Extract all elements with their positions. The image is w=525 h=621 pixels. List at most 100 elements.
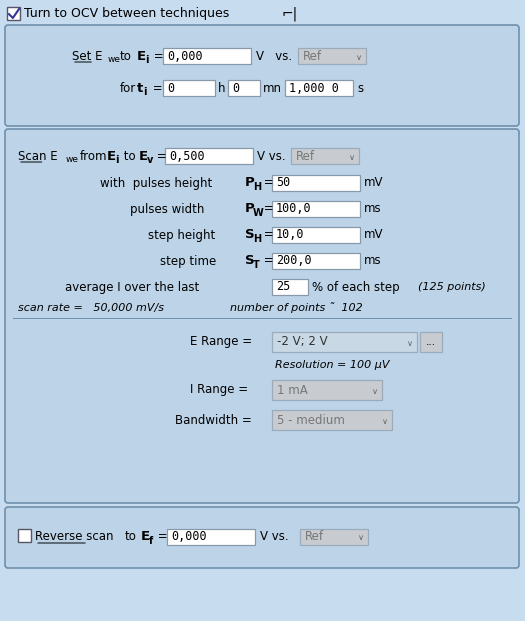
Text: with  pulses height: with pulses height [100,176,212,189]
Text: step time: step time [160,255,216,268]
Text: 0: 0 [232,81,239,94]
Text: 1,000 0: 1,000 0 [289,81,339,94]
Text: S: S [245,255,255,268]
Text: Set E: Set E [72,50,102,63]
Text: ∨: ∨ [382,417,388,425]
Text: E: E [139,150,148,163]
Text: =: = [260,255,274,268]
Bar [165,148,253,164]
Text: 50: 50 [276,176,290,189]
FancyBboxPatch shape [5,129,519,503]
Text: we: we [108,55,121,65]
Text: E: E [137,50,146,63]
Text: S: S [245,229,255,242]
Text: ∨: ∨ [358,533,364,543]
Bar [291,148,359,164]
Bar [228,80,260,96]
Text: 0,000: 0,000 [167,50,203,63]
FancyBboxPatch shape [5,507,519,568]
Text: to: to [120,150,135,163]
Text: step height: step height [148,229,215,242]
Text: to: to [125,530,137,543]
Text: ms: ms [364,202,382,215]
Text: Reverse scan: Reverse scan [35,530,113,543]
FancyBboxPatch shape [5,25,519,126]
Text: i: i [143,87,146,97]
Text: scan rate =   50,000 mV/s: scan rate = 50,000 mV/s [18,303,164,313]
Text: % of each step: % of each step [312,281,400,294]
Text: we: we [66,155,79,165]
Text: H: H [253,234,261,244]
Text: Ref: Ref [305,530,324,543]
Bar [300,529,368,545]
Text: number of points ˜  102: number of points ˜ 102 [230,302,363,314]
Text: V vs.: V vs. [257,150,286,163]
Text: =: = [260,176,274,189]
Bar [167,529,255,545]
Bar [7,7,20,20]
Text: t: t [137,81,143,94]
Bar [272,279,308,295]
Text: V   vs.: V vs. [256,50,292,63]
Text: to: to [120,50,132,63]
Text: mV: mV [364,176,383,189]
Text: Bandwidth =: Bandwidth = [175,414,252,427]
Bar [18,529,31,542]
Bar [163,80,215,96]
Text: =: = [149,81,163,94]
Text: v: v [147,155,153,165]
Text: 25: 25 [276,281,290,294]
Text: 5 - medium: 5 - medium [277,414,345,427]
Bar [272,253,360,269]
Text: mV: mV [364,229,383,242]
Text: =: = [260,229,274,242]
Text: =: = [154,530,167,543]
Text: W: W [253,208,264,218]
Text: ⌐|: ⌐| [282,7,298,21]
Text: from: from [80,150,108,163]
Bar [298,48,366,64]
Text: Scan E: Scan E [18,150,58,163]
Text: 100,0: 100,0 [276,202,312,215]
Text: 0,000: 0,000 [171,530,207,543]
Text: E: E [107,150,116,163]
Text: h: h [218,81,226,94]
Bar [272,175,360,191]
Text: f: f [149,536,153,546]
Text: P: P [245,176,255,189]
Text: 10,0: 10,0 [276,229,304,242]
Text: s: s [357,81,363,94]
Text: H: H [253,182,261,192]
Text: 200,0: 200,0 [276,255,312,268]
Text: -2 V; 2 V: -2 V; 2 V [277,335,328,348]
Text: V vs.: V vs. [260,530,289,543]
Text: ∨: ∨ [407,338,413,348]
Text: Ref: Ref [296,150,315,163]
Text: i: i [145,55,149,65]
Text: ∨: ∨ [372,386,378,396]
Bar [272,201,360,217]
Text: ...: ... [426,337,436,347]
Text: mn: mn [263,81,282,94]
Text: i: i [115,155,119,165]
Text: pulses width: pulses width [130,202,204,215]
Text: ms: ms [364,255,382,268]
Bar [163,48,251,64]
Text: (125 points): (125 points) [418,282,486,292]
Text: E Range =: E Range = [190,335,252,348]
Bar [272,332,417,352]
Text: =: = [260,202,274,215]
Bar [285,80,353,96]
Text: ∨: ∨ [356,53,362,61]
Text: average I over the last: average I over the last [65,281,200,294]
Text: ∨: ∨ [349,153,355,161]
Text: I Range =: I Range = [190,384,248,396]
Bar [272,227,360,243]
Bar [272,380,382,400]
Text: 0,500: 0,500 [169,150,205,163]
Text: Resolution = 100 μV: Resolution = 100 μV [275,360,390,370]
Text: for: for [120,81,136,94]
Text: Ref: Ref [303,50,322,63]
Text: =: = [150,50,164,63]
Bar [420,332,442,352]
